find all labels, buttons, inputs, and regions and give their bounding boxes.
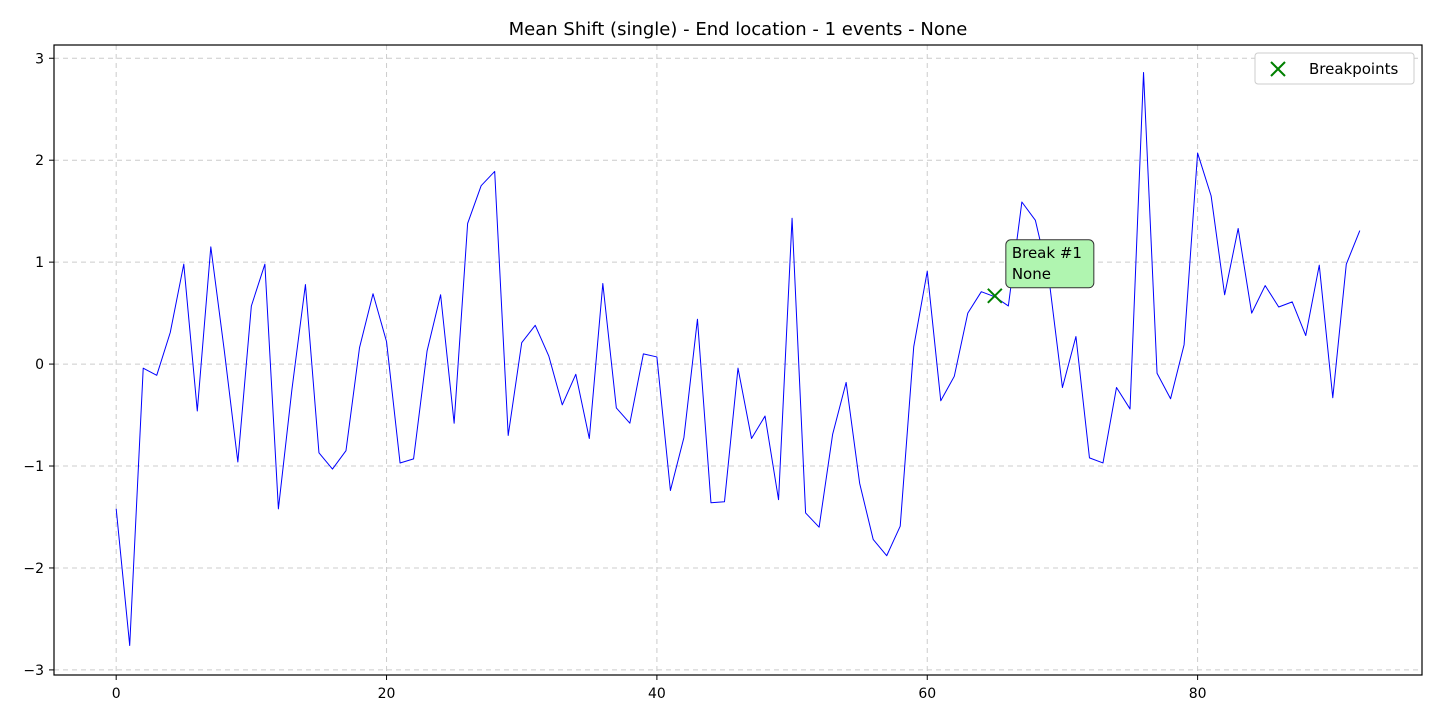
- x-tick-label: 40: [648, 686, 666, 702]
- legend-breakpoints-marker: [1270, 61, 1286, 77]
- x-tick-label: 20: [378, 686, 396, 702]
- legend-x-marker: [1270, 61, 1286, 77]
- breakpoint-annotation-value: None: [1012, 265, 1051, 283]
- breakpoint-marker-stroke: [1270, 61, 1286, 77]
- breakpoint-marker-stroke: [987, 288, 1003, 304]
- y-tick-label: −3: [23, 663, 44, 679]
- y-tick-label: 2: [35, 153, 44, 169]
- x-tick-label: 60: [918, 686, 936, 702]
- x-axis-ticks: 0 20 40 60 80: [112, 675, 1207, 702]
- plot-frame: [53, 44, 1423, 676]
- y-tick-label: 3: [35, 51, 44, 67]
- legend-box: [1254, 52, 1415, 85]
- series-line: [115, 72, 1361, 646]
- chart-title: Mean Shift (single) - End location - 1 e…: [509, 19, 968, 40]
- x-tick-label: 0: [112, 686, 121, 702]
- marker-layer: Break #1 None: [987, 239, 1095, 304]
- y-tick-label: 0: [35, 357, 44, 373]
- breakpoint-marker: [987, 288, 1003, 304]
- y-tick-label: −2: [23, 561, 44, 577]
- y-tick-label: 1: [35, 255, 44, 271]
- breakpoint-annotation-title: Break #1: [1012, 244, 1082, 262]
- legend: Breakpoints: [1254, 52, 1415, 85]
- breakpoint-annotation-box: [1005, 239, 1095, 289]
- y-axis-ticks: 3 2 1 0 −1 −2 −3: [23, 51, 54, 679]
- x-tick-label: 80: [1189, 686, 1207, 702]
- grid-layer: [54, 45, 1422, 675]
- y-tick-label: −1: [23, 459, 44, 475]
- legend-breakpoints-label: Breakpoints: [1309, 60, 1398, 78]
- series-layer: [115, 72, 1361, 646]
